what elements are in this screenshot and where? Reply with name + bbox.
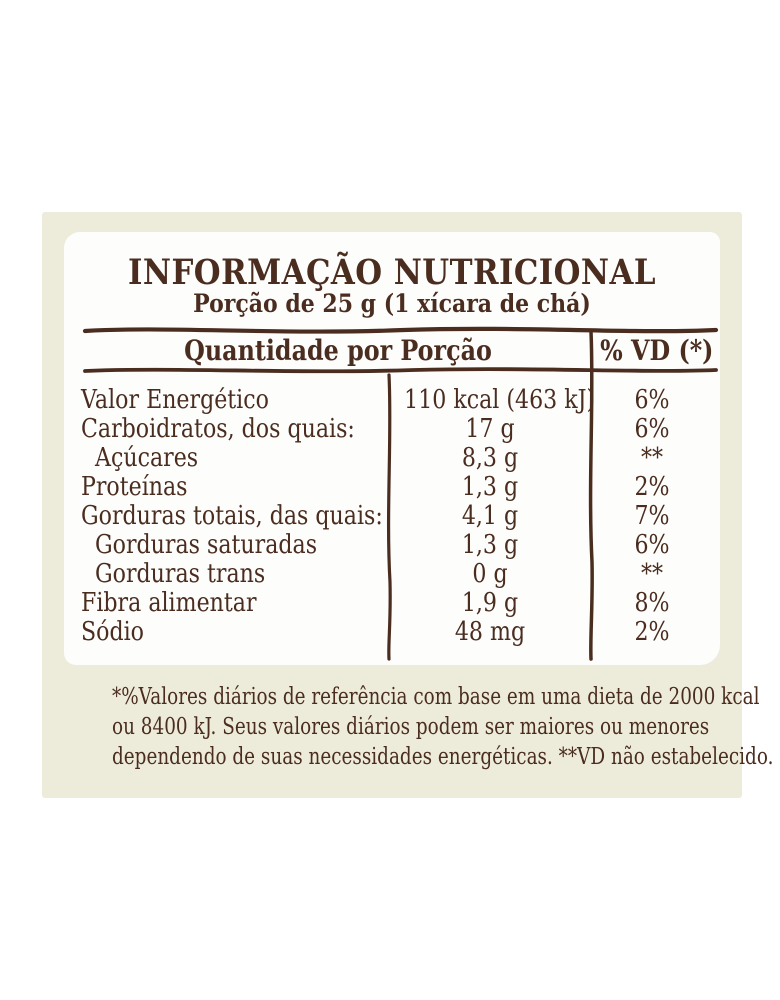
nutrient-daily-value: 2% — [634, 472, 670, 502]
nutrient-label: Sódio — [81, 617, 144, 647]
nutrient-label: Valor Energético — [81, 385, 269, 415]
table-row: Proteínas 1,3 g 2% — [64, 473, 720, 502]
table-row: Gorduras saturadas 1,3 g 6% — [64, 531, 720, 560]
nutrient-amount: 1,3 g — [461, 530, 519, 560]
nutrient-amount: 1,9 g — [461, 588, 519, 618]
table-row: Gorduras trans 0 g ** — [64, 560, 720, 589]
table-row: Açúcares 8,3 g ** — [64, 444, 720, 473]
nutrient-label: Gorduras saturadas — [95, 530, 318, 560]
table-top-rule — [82, 326, 719, 334]
nutrient-label: Fibra alimentar — [81, 588, 257, 618]
nutrient-label: Gorduras trans — [95, 559, 266, 589]
nutrition-label-card: INFORMAÇÃO NUTRICIONAL Porção de 25 g (1… — [42, 212, 774, 798]
daily-values-footnote: *%Valores diários de referência com base… — [42, 682, 774, 772]
serving-size-text: Porção de 25 g (1 xícara de chá) — [193, 289, 591, 318]
nutrient-label: Gorduras totais, das quais: — [81, 501, 383, 531]
table-header-bottom-rule — [83, 367, 718, 374]
header-percent-daily-value: % VD (*) — [600, 334, 714, 367]
nutrient-label: Proteínas — [81, 472, 188, 502]
nutrient-amount: 110 kcal (463 kJ) — [404, 385, 596, 415]
footnote-line: *%Valores diários de referência com base… — [112, 684, 760, 710]
nutrition-table-panel: INFORMAÇÃO NUTRICIONAL Porção de 25 g (1… — [64, 232, 720, 665]
table-row: Sódio 48 mg 2% — [64, 618, 720, 647]
nutrient-daily-value: 8% — [634, 588, 670, 618]
nutrient-amount: 1,3 g — [461, 472, 519, 502]
nutrient-amount: 8,3 g — [461, 443, 519, 473]
table-row: Gorduras totais, das quais: 4,1 g 7% — [64, 502, 720, 531]
nutrient-label: Carboidratos, dos quais: — [81, 414, 355, 444]
nutrient-amount: 17 g — [465, 414, 515, 444]
nutrient-amount: 48 mg — [454, 617, 526, 647]
footnote-line: ou 8400 kJ. Seus valores diários podem s… — [112, 714, 710, 740]
table-header-row: Quantidade por Porção % VD (*) — [64, 334, 720, 368]
table-row: Valor Energético 110 kcal (463 kJ) 6% — [64, 386, 720, 415]
nutrient-amount: 0 g — [472, 559, 508, 589]
label-title: INFORMAÇÃO NUTRICIONAL — [128, 252, 656, 293]
nutrient-daily-value: 6% — [634, 385, 670, 415]
nutrient-daily-value: 7% — [634, 501, 670, 531]
header-quantity-per-serving: Quantidade por Porção — [184, 334, 492, 367]
table-row: Carboidratos, dos quais: 17 g 6% — [64, 415, 720, 444]
nutrient-label: Açúcares — [95, 443, 199, 473]
footnote-line: dependendo de suas necessidades energéti… — [112, 744, 774, 770]
nutrient-daily-value: ** — [640, 559, 664, 589]
nutrient-daily-value: 6% — [634, 414, 670, 444]
nutrition-table-body: Valor Energético 110 kcal (463 kJ) 6% Ca… — [64, 386, 720, 647]
nutrient-daily-value: 2% — [634, 617, 670, 647]
nutrient-amount: 4,1 g — [461, 501, 519, 531]
nutrient-daily-value: 6% — [634, 530, 670, 560]
nutrient-daily-value: ** — [640, 443, 664, 473]
table-row: Fibra alimentar 1,9 g 8% — [64, 589, 720, 618]
